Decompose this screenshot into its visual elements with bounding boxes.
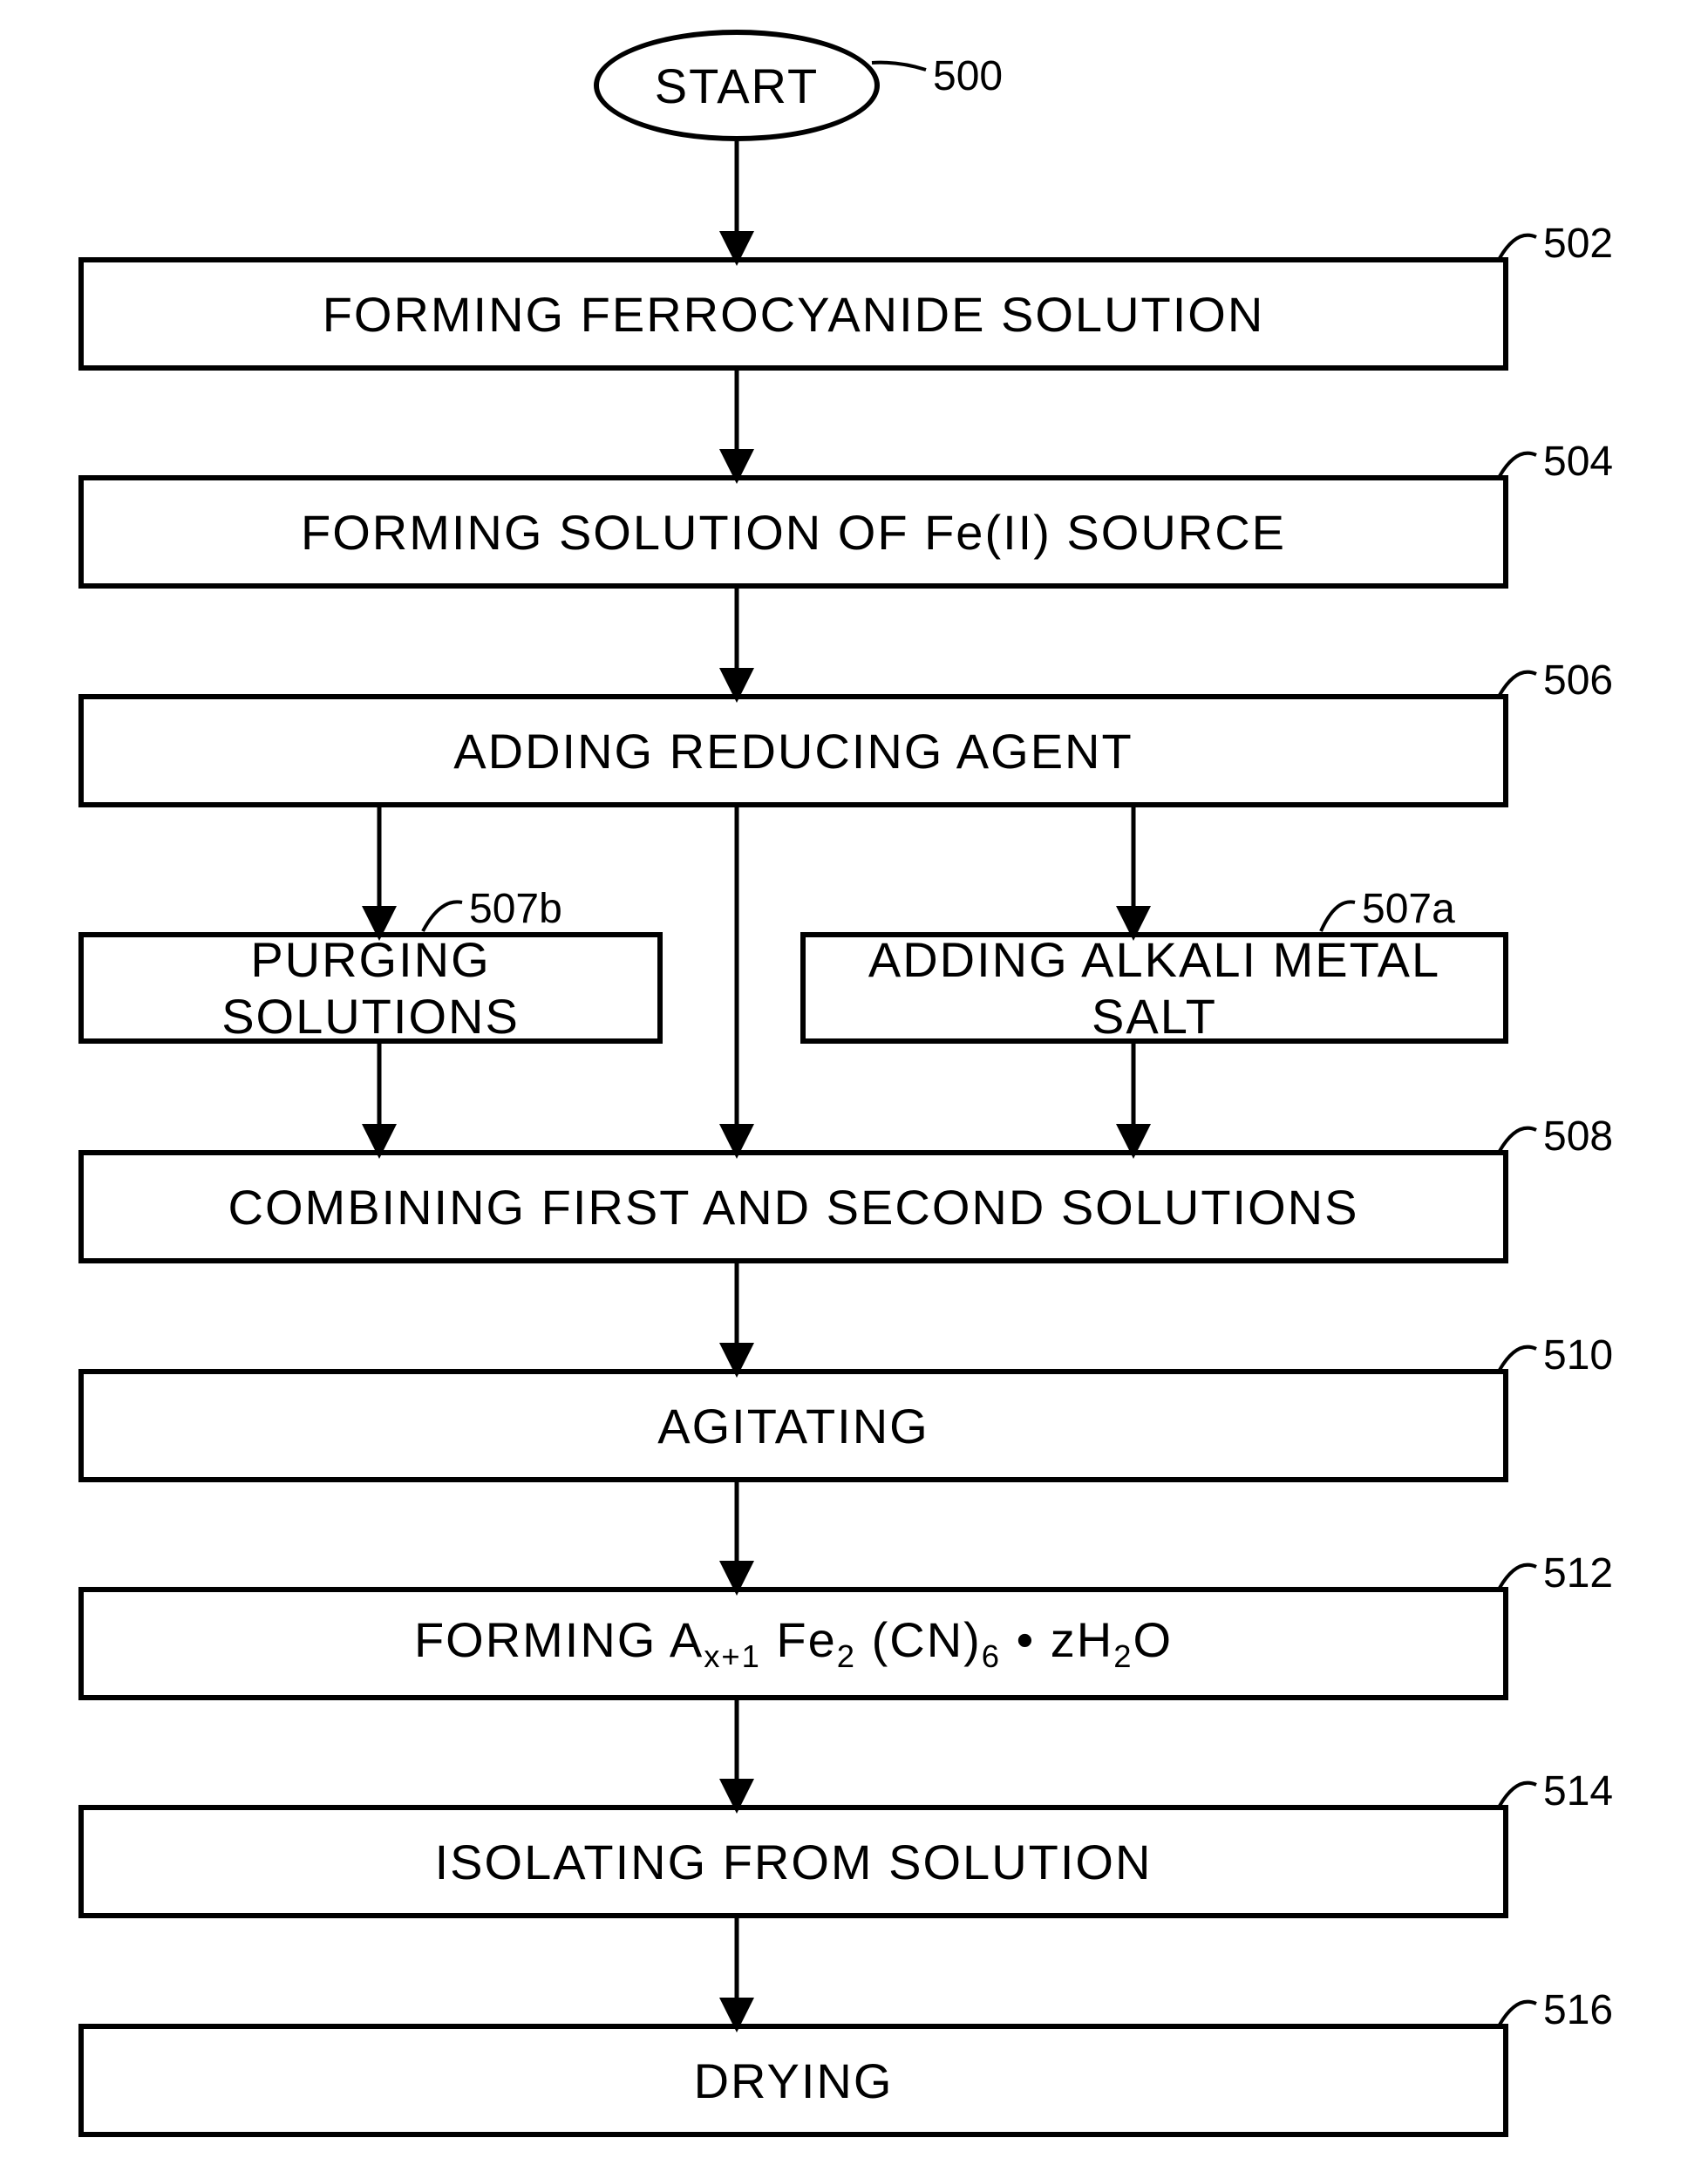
- step-box-510: AGITATING: [78, 1369, 1508, 1482]
- step-box-502: FORMING FERROCYANIDE SOLUTION: [78, 257, 1508, 371]
- ref-label-506: 506: [1543, 657, 1613, 705]
- leader-curve: [423, 902, 462, 931]
- leader-curve: [1500, 235, 1536, 258]
- ref-label-512: 512: [1543, 1549, 1613, 1597]
- ref-label-504: 504: [1543, 438, 1613, 486]
- ref-label-508: 508: [1543, 1113, 1613, 1161]
- leader-curve: [1500, 453, 1536, 476]
- leader-curve: [1500, 1128, 1536, 1151]
- leader-curve: [1500, 1783, 1536, 1806]
- step-box-507a: ADDING ALKALI METAL SALT: [800, 932, 1508, 1044]
- step-label: FORMING FERROCYANIDE SOLUTION: [323, 286, 1265, 343]
- step-box-507b: PURGING SOLUTIONS: [78, 932, 663, 1044]
- start-node: START: [594, 30, 880, 141]
- step-box-512: FORMING Ax+1 Fe2 (CN)6 • zH2O: [78, 1587, 1508, 1700]
- step-box-506: ADDING REDUCING AGENT: [78, 694, 1508, 807]
- step-label: AGITATING: [657, 1398, 929, 1454]
- ref-label-507b: 507b: [469, 885, 562, 933]
- step-box-504: FORMING SOLUTION OF Fe(II) SOURCE: [78, 475, 1508, 589]
- ref-label-514: 514: [1543, 1767, 1613, 1815]
- leader-curve: [1321, 902, 1355, 931]
- ref-label-500: 500: [933, 52, 1003, 100]
- step-label: ADDING ALKALI METAL SALT: [823, 931, 1486, 1045]
- leader-curve: [1500, 672, 1536, 695]
- ref-label-510: 510: [1543, 1331, 1613, 1379]
- step-label: ADDING REDUCING AGENT: [453, 723, 1133, 780]
- ref-label-502: 502: [1543, 220, 1613, 268]
- leader-curve: [1500, 1347, 1536, 1370]
- start-label: START: [655, 58, 819, 114]
- leader-curve: [1500, 2002, 1536, 2025]
- ref-label-507a: 507a: [1362, 885, 1455, 933]
- step-label: ISOLATING FROM SOLUTION: [435, 1834, 1153, 1890]
- step-label: FORMING Ax+1 Fe2 (CN)6 • zH2O: [414, 1611, 1173, 1675]
- step-label: COMBINING FIRST AND SECOND SOLUTIONS: [228, 1179, 1359, 1236]
- step-label: FORMING SOLUTION OF Fe(II) SOURCE: [301, 504, 1286, 561]
- leader-curve: [1500, 1565, 1536, 1588]
- step-label: DRYING: [694, 2053, 894, 2109]
- step-box-508: COMBINING FIRST AND SECOND SOLUTIONS: [78, 1150, 1508, 1263]
- ref-label-516: 516: [1543, 1986, 1613, 2034]
- step-box-514: ISOLATING FROM SOLUTION: [78, 1805, 1508, 1918]
- step-label: PURGING SOLUTIONS: [101, 931, 640, 1045]
- leader-curve: [872, 63, 926, 70]
- step-box-516: DRYING: [78, 2024, 1508, 2137]
- flowchart-canvas: START FORMING FERROCYANIDE SOLUTION FORMIN…: [0, 0, 1708, 2165]
